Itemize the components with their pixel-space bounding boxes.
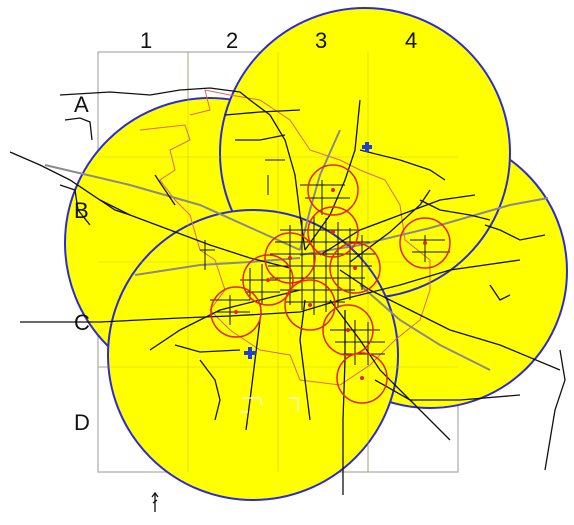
- grid-column-label-4: 4: [405, 28, 417, 53]
- city-boundary: [139, 89, 431, 386]
- hospital-cross-icon: [362, 142, 372, 152]
- station-ring: [322, 304, 374, 356]
- parcel-outlines: [240, 397, 299, 413]
- station-points: [234, 188, 427, 380]
- roads: [9, 87, 566, 495]
- grid-column-label-3: 3: [315, 28, 327, 53]
- hospital-cross-icon: [244, 347, 256, 359]
- grid-row-label-c: C: [74, 310, 90, 335]
- station-ring: [210, 286, 262, 338]
- grid-column-label-1: 1: [140, 28, 152, 53]
- station-ring: [264, 232, 316, 284]
- station-ring: [242, 254, 294, 306]
- grid-row-label-a: A: [74, 92, 89, 117]
- grid-overlay: [98, 52, 458, 472]
- station-ring: [336, 352, 388, 404]
- station-ring: [307, 164, 359, 216]
- grid-row-label-d: D: [74, 410, 90, 435]
- grid-row-label-b: B: [74, 198, 89, 223]
- station-ring: [284, 279, 336, 331]
- north-arrow-icon: [151, 491, 159, 512]
- station-ring: [329, 242, 381, 294]
- grid-column-label-2: 2: [226, 28, 238, 53]
- station-rings: [210, 164, 451, 404]
- station-ring: [399, 217, 451, 269]
